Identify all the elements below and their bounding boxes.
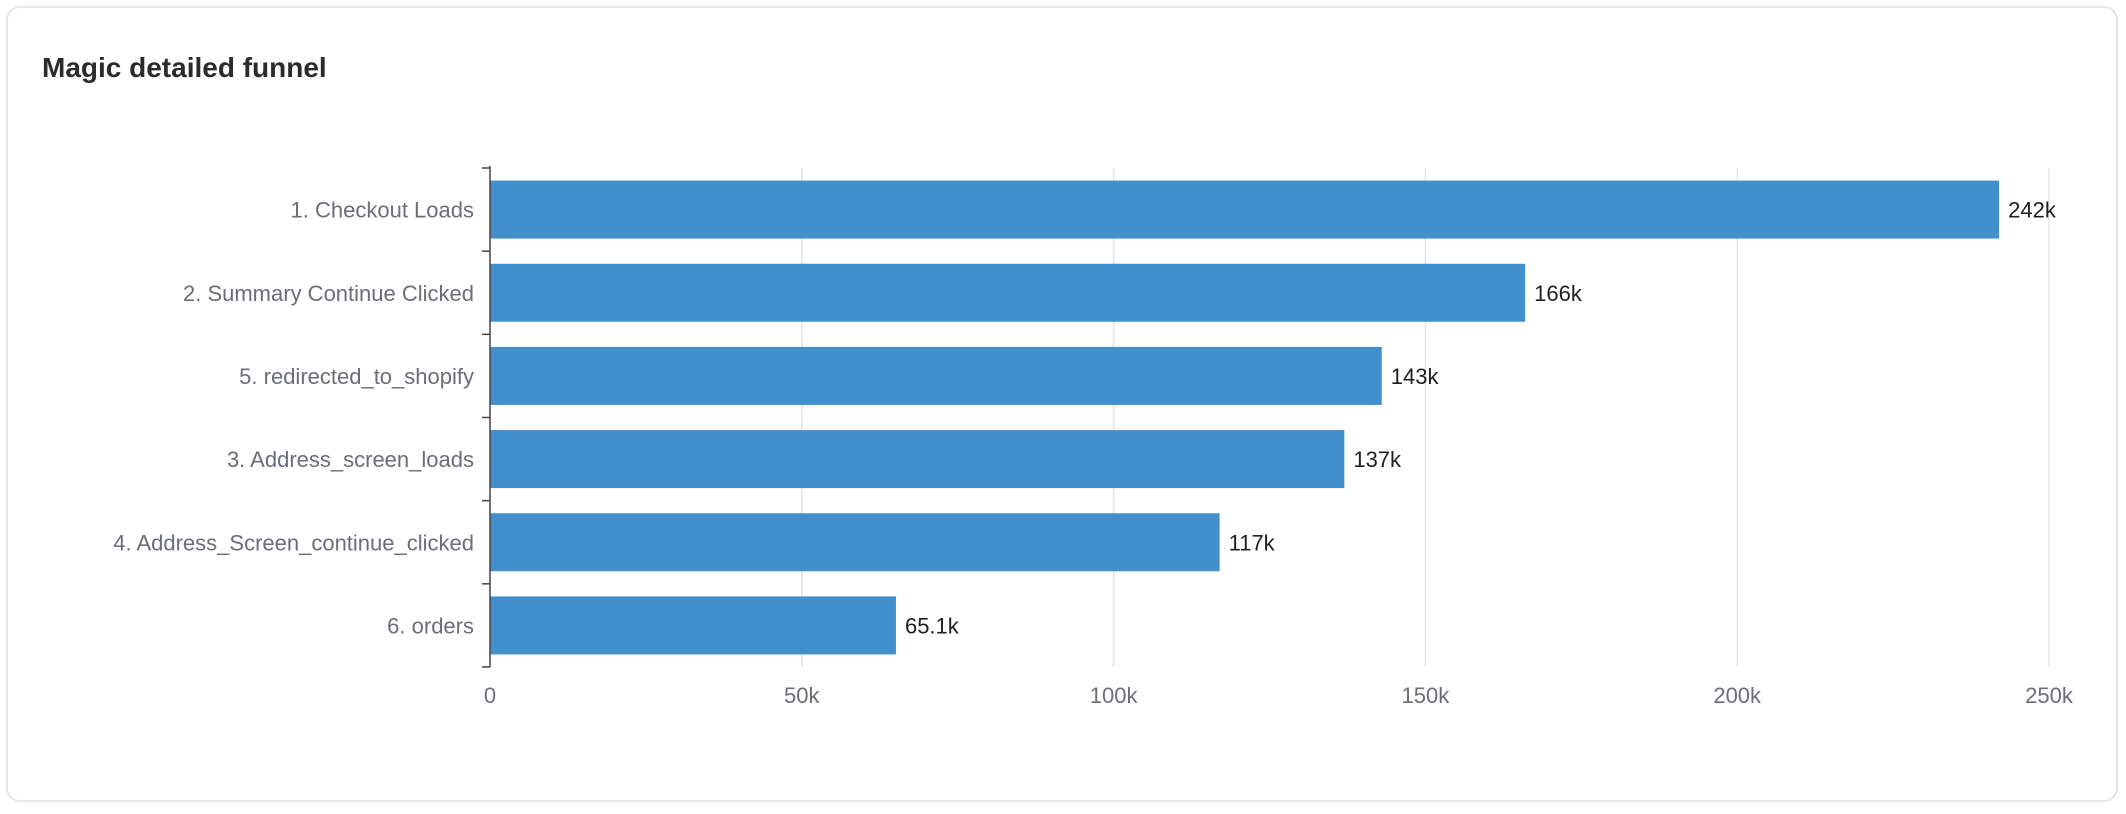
bar-value-label-4: 137k (1353, 447, 1402, 472)
x-tick-label-3: 150k (1402, 683, 1451, 708)
x-tick-label-1: 50k (784, 683, 820, 708)
bar-value-label-1: 242k (2008, 198, 2057, 223)
bar-4 (490, 430, 1345, 489)
x-tick-label-0: 0 (484, 683, 496, 708)
category-label-6: 6. orders (387, 613, 474, 638)
x-tick-label-2: 100k (1090, 683, 1139, 708)
bar-1 (490, 180, 2000, 239)
bar-value-label-2: 166k (1534, 281, 1583, 306)
x-tick-label-4: 200k (1713, 683, 1762, 708)
bar-6 (490, 596, 896, 655)
category-label-3: 5. redirected_to_shopify (239, 364, 474, 389)
chart-title: Magic detailed funnel (42, 52, 327, 83)
category-label-4: 3. Address_screen_loads (227, 447, 474, 472)
x-tick-label-5: 250k (2025, 683, 2074, 708)
bar-3 (490, 346, 1382, 405)
bar-value-label-5: 117k (1229, 530, 1276, 555)
category-label-2: 2. Summary Continue Clicked (183, 281, 474, 306)
category-label-1: 1. Checkout Loads (291, 198, 474, 223)
bar-5 (490, 513, 1220, 572)
category-label-5: 4. Address_Screen_continue_clicked (113, 530, 474, 555)
bar-value-label-6: 65.1k (905, 613, 960, 638)
bar-value-label-3: 143k (1391, 364, 1440, 389)
bar-2 (490, 263, 1526, 322)
